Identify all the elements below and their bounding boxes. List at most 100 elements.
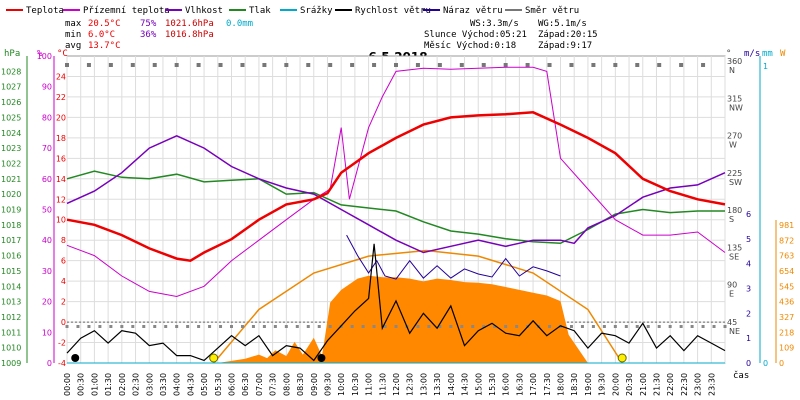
humidity-tick-40: 40 [42, 236, 52, 245]
temperature-tick-16: 16 [56, 154, 66, 163]
direction-tick-135: 135 [727, 243, 742, 252]
wind-dir-low-192 [591, 325, 595, 328]
time-tick-10: 05:00 [200, 373, 209, 396]
wind-dir-low-156 [493, 325, 497, 328]
time-tick-32: 16:00 [502, 373, 511, 396]
wind-dir-low-224 [679, 325, 683, 328]
time-tick-2: 01:00 [90, 373, 99, 396]
wind-dir-low-20 [120, 325, 124, 328]
wind-dir-mark-11 [306, 63, 311, 67]
wind-dir-low-204 [624, 325, 628, 328]
wind-dir-mark-0 [65, 63, 69, 67]
sun-event-1 [209, 353, 219, 363]
pressure-axis-unit: hPa [4, 49, 20, 59]
pressure-tick-1011: 1011 [1, 328, 21, 337]
temperature-tick-12: 12 [56, 195, 66, 204]
pressure-tick-1021: 1021 [1, 175, 21, 184]
pressure-tick-1026: 1026 [1, 98, 21, 107]
solar-tick-981: 981 [779, 221, 794, 230]
legend-label-2: Vlhkost [185, 6, 223, 16]
time-tick-43: 21:30 [652, 373, 661, 396]
wind-dir-mark-15 [394, 63, 398, 67]
direction-tick-225: 225 [727, 169, 742, 178]
temperature-tick--2: -2 [58, 339, 66, 348]
solar-tick-763: 763 [779, 252, 794, 261]
wind-dir-mark-17 [437, 63, 442, 67]
wind-dir-low-68 [251, 325, 255, 328]
wind-dir-mark-8 [240, 63, 245, 67]
time-tick-7: 03:30 [159, 373, 168, 396]
wind-dir-low-28 [142, 325, 146, 328]
wind-dir-low-196 [602, 325, 606, 328]
time-tick-4: 02:00 [118, 373, 127, 396]
sun-rise-info: Slunce Východ:05:21 [424, 30, 527, 40]
stats-max-temp: 20.5°C [88, 19, 121, 29]
wind-tick-5: 5 [746, 235, 751, 244]
solar-tick-436: 436 [779, 298, 794, 307]
time-tick-23: 11:30 [378, 373, 387, 396]
time-tick-29: 14:30 [461, 373, 470, 396]
wind-dir-mark-18 [459, 63, 464, 67]
temperature-tick-18: 18 [56, 134, 66, 143]
legend-label-0: Teplota [26, 6, 64, 16]
time-tick-17: 08:30 [296, 373, 305, 396]
rain-tick-1: 1 [763, 62, 768, 71]
time-axis-label: čas [733, 370, 749, 381]
legend-label-3: Tlak [249, 6, 271, 16]
wind-tick-4: 4 [746, 260, 751, 269]
wind-speed-line [66, 243, 726, 362]
time-tick-33: 16:30 [515, 373, 524, 396]
time-tick-39: 19:30 [598, 373, 607, 396]
time-tick-47: 23:30 [707, 373, 716, 396]
pressure-tick-1020: 1020 [1, 190, 21, 199]
pressure-tick-1012: 1012 [1, 313, 21, 322]
pressure-tick-1019: 1019 [1, 206, 21, 215]
wind-dir-mark-9 [262, 63, 267, 67]
wind-dir-low-12 [98, 325, 102, 328]
pressure-tick-1028: 1028 [1, 67, 21, 76]
wind-dir-low-236 [712, 325, 716, 328]
wind-dir-mark-21 [525, 63, 530, 67]
solar-tick-654: 654 [779, 267, 794, 276]
pressure-tick-1016: 1016 [1, 252, 21, 261]
wind-dir-low-120 [394, 325, 398, 328]
wind-dir-low-116 [383, 325, 387, 328]
wind-dir-low-220 [668, 325, 672, 328]
stats-avg-label: avg [65, 41, 81, 51]
humidity-tick-30: 30 [42, 267, 52, 276]
time-tick-14: 07:00 [255, 373, 264, 396]
axis-unit-labels: hPa % °C ° m/s mm W čas [4, 49, 786, 381]
time-tick-5: 02:30 [132, 373, 141, 396]
time-tick-20: 10:00 [337, 373, 346, 396]
wind-dir-low-88 [306, 325, 310, 328]
time-tick-31: 15:30 [488, 373, 497, 396]
sun-event-3 [617, 353, 627, 363]
time-tick-26: 13:00 [419, 373, 428, 396]
wind-dir-mark-10 [284, 63, 289, 67]
time-tick-1: 00:30 [77, 373, 86, 396]
humidity-tick-60: 60 [42, 175, 52, 184]
ground-temp-line [66, 66, 726, 298]
humidity-tick-70: 70 [42, 144, 52, 153]
legend-label-7: Směr větru [525, 6, 579, 16]
time-tick-12: 06:00 [228, 373, 237, 396]
sun-curve [213, 249, 623, 364]
temperature-tick-0: 0 [61, 318, 66, 327]
wind-tick-6: 6 [746, 210, 751, 219]
wind-dir-mark-12 [328, 63, 333, 67]
time-tick-46: 23:00 [694, 373, 703, 396]
humidity-tick-20: 20 [42, 298, 52, 307]
time-tick-19: 09:30 [323, 373, 332, 396]
wind-tick-0: 0 [746, 359, 751, 368]
wind-dir-low-136 [438, 325, 442, 328]
wind-dir-low-144 [460, 325, 464, 328]
direction-axis-unit: ° [726, 49, 731, 59]
rain-tick-0: 0 [763, 359, 768, 368]
wind-dir-low-76 [273, 325, 277, 328]
time-tick-0: 00:00 [63, 373, 72, 396]
moon-event-2 [317, 354, 326, 362]
wind-dir-mark-14 [372, 63, 377, 67]
stats-max-label: max [65, 19, 82, 29]
pressure-tick-1024: 1024 [1, 129, 21, 138]
direction-tick-90: 90 [727, 281, 737, 290]
